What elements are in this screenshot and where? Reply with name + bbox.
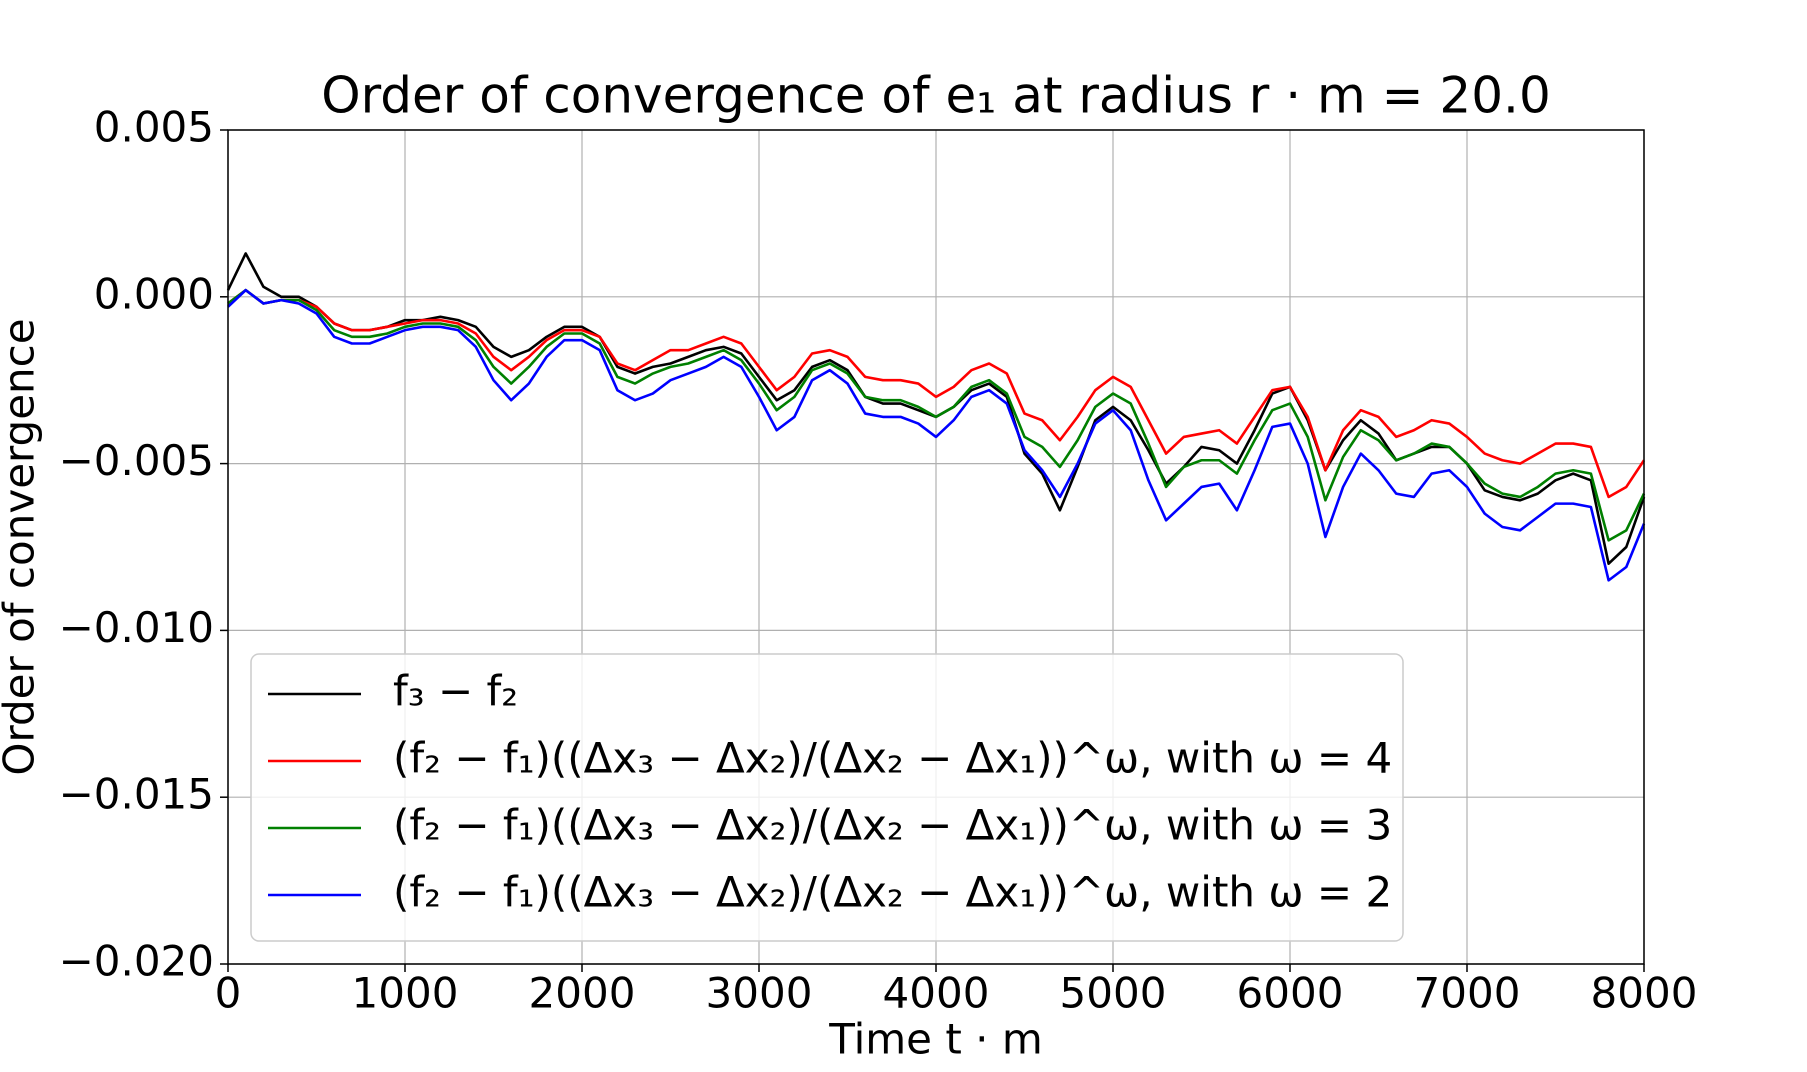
x-tick-label: 2000 xyxy=(529,969,636,1018)
x-tick-label: 8000 xyxy=(1591,969,1698,1018)
y-tick-label: 0.000 xyxy=(94,269,214,318)
x-axis-label: Time t · m xyxy=(828,1015,1043,1064)
x-tick-label: 1000 xyxy=(352,969,459,1018)
x-tick-label: 6000 xyxy=(1237,969,1344,1018)
legend: f₃ − f₂ (f₂ − f₁)((Δx₃ − Δx₂)/(Δx₂ − Δx₁)… xyxy=(250,653,1404,942)
line xyxy=(227,288,1646,582)
y-axis-label: Order of convergence xyxy=(0,318,44,775)
y-tick-label: 0.005 xyxy=(94,103,214,152)
x-tick-label: 7000 xyxy=(1414,969,1521,1018)
plot-frame xyxy=(227,129,1645,965)
x-tick-label: 4000 xyxy=(883,969,990,1018)
y-tick-label: −0.010 xyxy=(59,603,214,652)
y-tick-label: −0.015 xyxy=(59,770,214,819)
legend-label: (f₂ − f₁)((Δx₃ − Δx₂)/(Δx₂ − Δx₁))^ω, wi… xyxy=(393,868,1392,917)
legend-label: f₃ − f₂ xyxy=(393,667,518,716)
x-tick-label: 5000 xyxy=(1060,969,1167,1018)
y-tick-label: −0.020 xyxy=(59,937,214,986)
chart-title: Order of convergence of e₁ at radius r ·… xyxy=(321,67,1551,125)
legend-label: (f₂ − f₁)((Δx₃ − Δx₂)/(Δx₂ − Δx₁))^ω, wi… xyxy=(393,801,1392,850)
line xyxy=(227,288,1646,499)
legend-box xyxy=(250,653,1404,942)
y-tick-label: −0.005 xyxy=(59,436,214,485)
line xyxy=(227,288,1646,542)
legend-label: (f₂ − f₁)((Δx₃ − Δx₂)/(Δx₂ − Δx₁))^ω, wi… xyxy=(393,734,1392,783)
x-tick-label: 0 xyxy=(215,969,242,1018)
x-tick-label: 3000 xyxy=(706,969,813,1018)
